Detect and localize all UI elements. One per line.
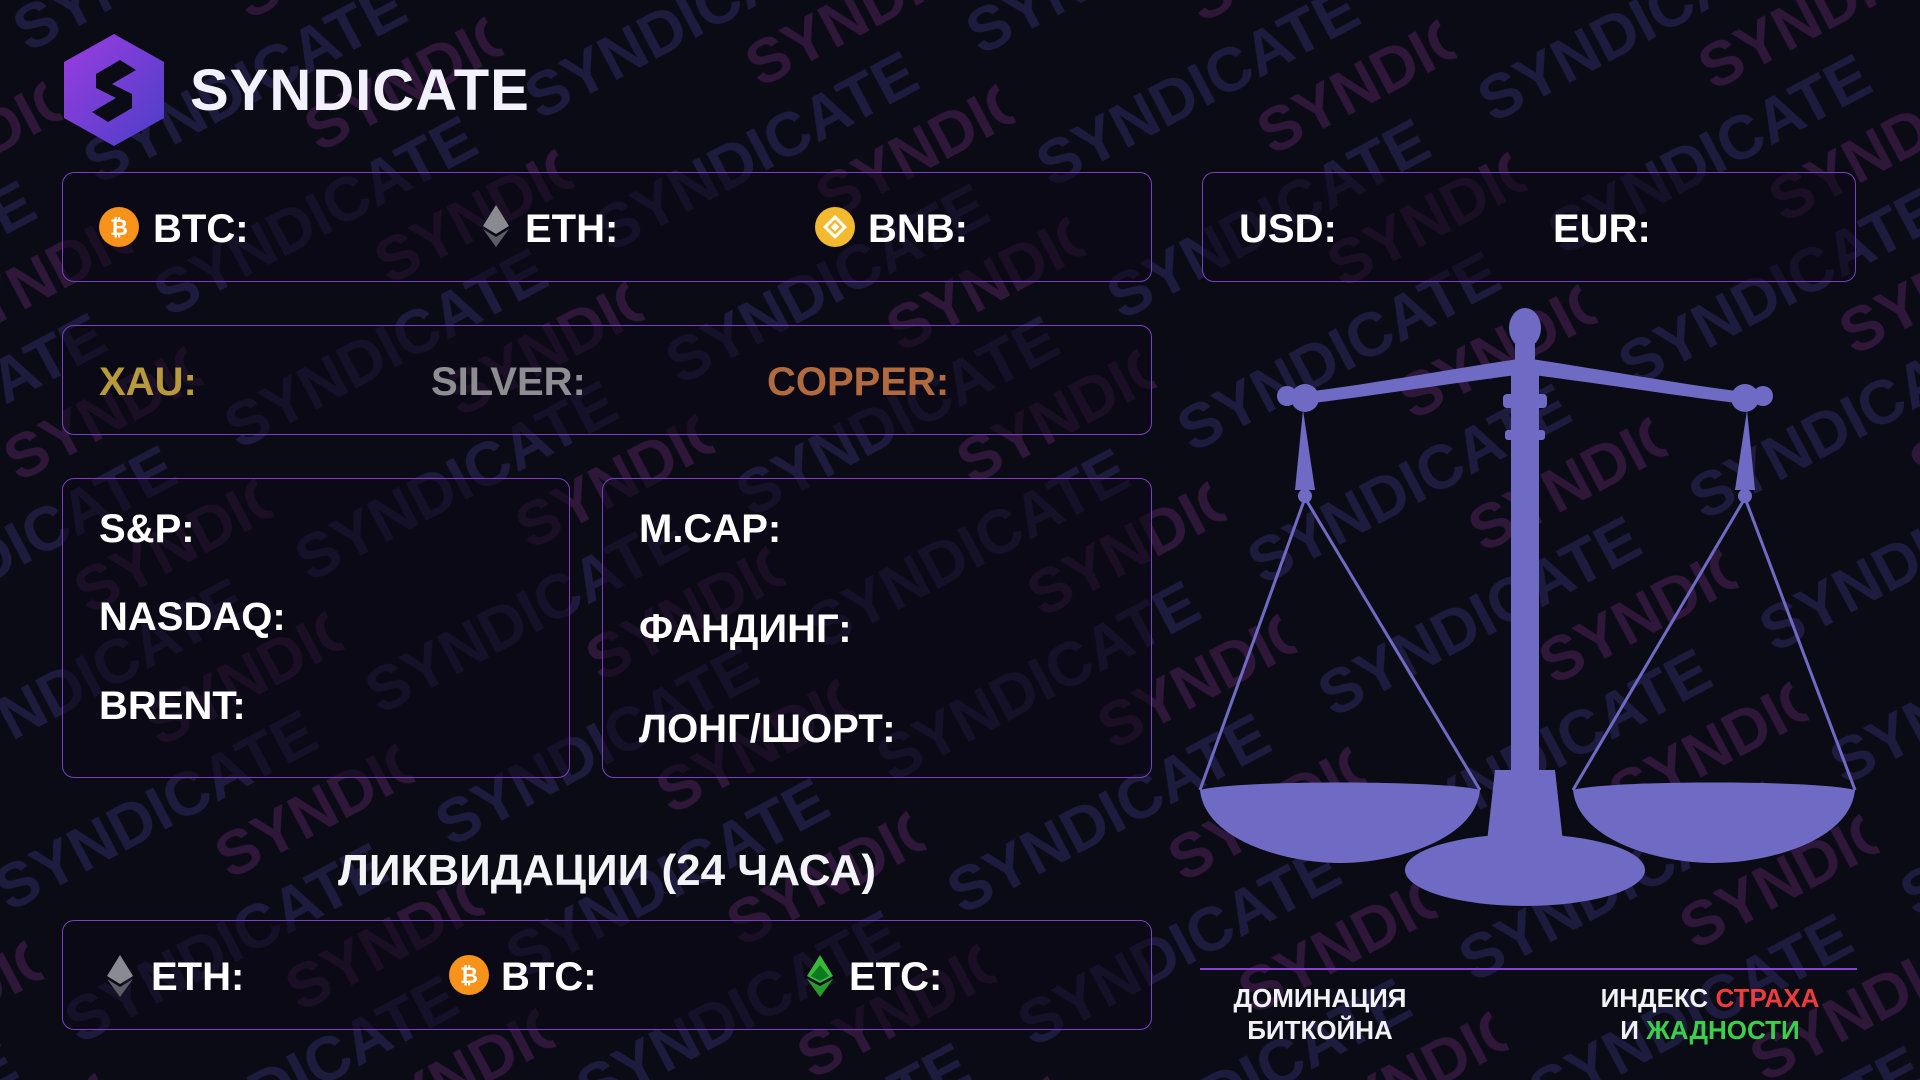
balance-scale-icon [1198, 308, 1857, 906]
fear-greed-caption: ИНДЕКС СТРАХА И ЖАДНОСТИ [1560, 982, 1860, 1046]
brent-label: BRENT: [99, 684, 246, 728]
derivatives-panel: M.CAP: ФАНДИНГ: ЛОНГ/ШОРТ: [602, 478, 1152, 778]
binance-icon [815, 207, 855, 247]
brand-logo: SYNDICATE [62, 30, 530, 150]
eth-label: ETH: [525, 207, 619, 251]
greed-word: ЖАДНОСТИ [1646, 1015, 1800, 1045]
long-short-label: ЛОНГ/ШОРТ: [639, 707, 896, 751]
bnb-label: BNB: [868, 207, 968, 251]
usd-label: USD: [1239, 207, 1337, 251]
ethereum-icon [107, 955, 133, 997]
btc-dominance-line2: БИТКОЙНА [1247, 1015, 1393, 1045]
btc-label: BTC: [153, 207, 249, 251]
ethereum-icon [483, 205, 509, 247]
svg-text:₿: ₿ [110, 216, 128, 241]
scale-divider [1200, 968, 1857, 970]
fear-word: СТРАХА [1715, 983, 1820, 1013]
brand-name: SYNDICATE [190, 57, 530, 123]
crypto-prices-panel: ₿ BTC: ETH: BNB: [62, 172, 1152, 282]
liquidations-panel: ETH: ₿ BTC: ETC: [62, 920, 1152, 1030]
metals-panel: XAU: SILVER: COPPER: [62, 325, 1152, 435]
syndicate-hexagon-icon [64, 34, 164, 146]
liq-eth-label: ETH: [151, 955, 245, 999]
sp500-label: S&P: [99, 507, 195, 551]
btc-dominance-line1: ДОМИНАЦИЯ [1233, 983, 1407, 1013]
fiat-prices-panel: USD: EUR: [1202, 172, 1856, 282]
liq-btc-label: BTC: [501, 955, 597, 999]
bitcoin-icon: ₿ [99, 207, 139, 247]
btc-dominance-caption: ДОМИНАЦИЯ БИТКОЙНА [1200, 982, 1440, 1046]
fear-greed-and: И [1620, 1015, 1647, 1045]
silver-label: SILVER: [431, 360, 586, 404]
liq-etc-label: ETC: [849, 955, 943, 999]
markets-panel: S&P: NASDAQ: BRENT: [62, 478, 570, 778]
nasdaq-label: NASDAQ: [99, 595, 286, 639]
market-cap-label: M.CAP: [639, 507, 782, 551]
gold-label: XAU: [99, 360, 197, 404]
eur-label: EUR: [1553, 207, 1651, 251]
bitcoin-icon: ₿ [449, 955, 489, 995]
svg-text:₿: ₿ [460, 964, 478, 989]
fear-greed-prefix: ИНДЕКС [1600, 983, 1716, 1013]
liquidations-title: ЛИКВИДАЦИИ (24 ЧАСА) [337, 846, 876, 895]
ethereum-classic-icon [807, 955, 833, 997]
copper-label: COPPER: [767, 360, 950, 404]
funding-label: ФАНДИНГ: [639, 607, 852, 651]
